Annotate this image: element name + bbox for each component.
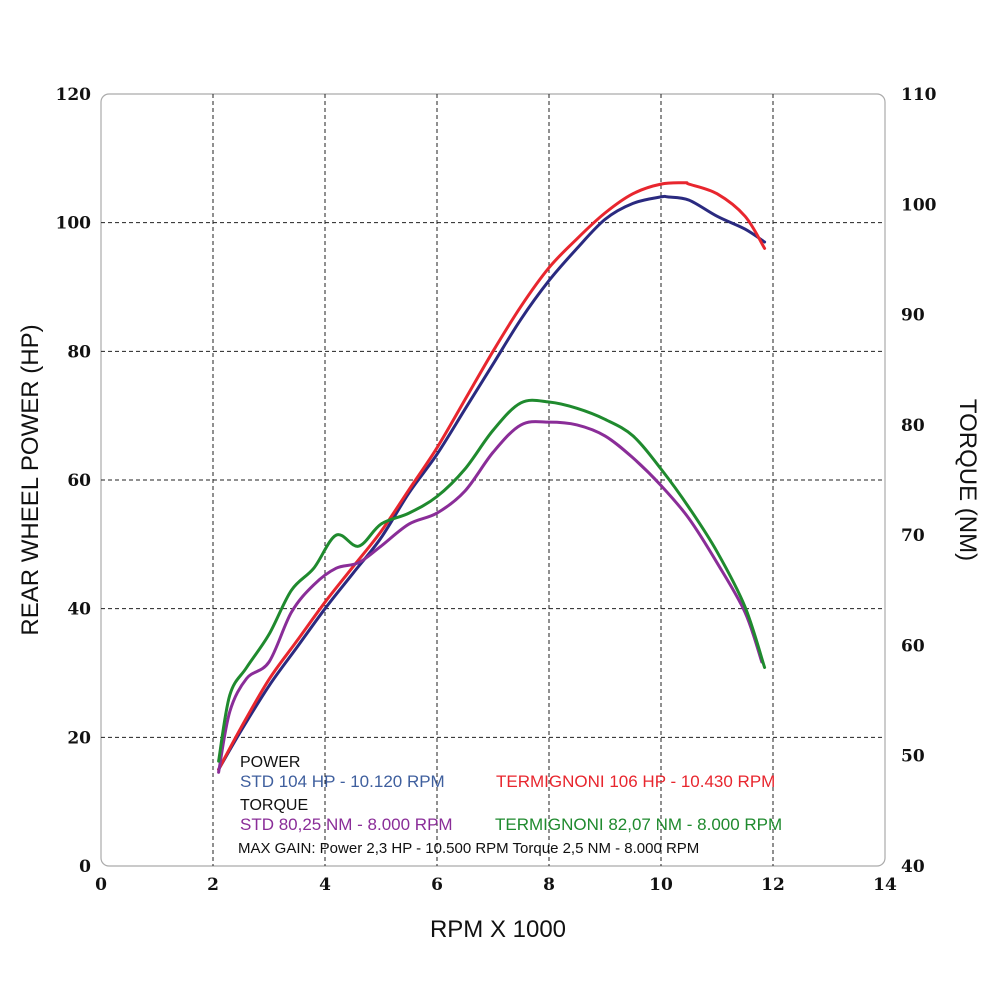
series-curves — [217, 181, 767, 774]
right-y-tick-label: 80 — [901, 416, 925, 436]
std-power-line — [217, 194, 767, 771]
left-axis-title: REAR WHEEL POWER (HP) — [17, 324, 44, 635]
left-y-tick-label: 120 — [56, 85, 92, 105]
left-y-tick-label: 60 — [67, 471, 91, 491]
legend: POWER STD 104 HP - 10.120 RPM TERMIGNONI… — [238, 754, 782, 857]
legend-max-gain: MAX GAIN: Power 2,3 HP - 10.500 RPM Torq… — [238, 840, 699, 857]
termignoni-power-line — [217, 181, 767, 771]
right-axis-title: TORQUE (NM) — [954, 399, 981, 561]
grid-lines — [101, 94, 885, 866]
left-y-tick-label: 0 — [79, 857, 91, 877]
x-tick-label: 10 — [649, 875, 673, 895]
right-y-tick-label: 100 — [901, 195, 937, 215]
legend-std-torque: STD 80,25 NM - 8.000 RPM — [240, 815, 453, 834]
legend-termignoni-torque: TERMIGNONI 82,07 NM - 8.000 RPM — [495, 815, 782, 834]
right-y-tick-label: 50 — [901, 747, 925, 767]
right-y-tick-label: 110 — [901, 85, 937, 105]
x-axis-title: RPM X 1000 — [430, 916, 566, 943]
x-tick-label: 12 — [761, 875, 785, 895]
legend-termignoni-power: TERMIGNONI 106 HP - 10.430 RPM — [496, 772, 775, 791]
x-tick-label: 6 — [431, 875, 443, 895]
legend-std-power: STD 104 HP - 10.120 RPM — [240, 772, 445, 791]
x-tick-label: 0 — [95, 875, 107, 895]
left-y-tick-label: 20 — [67, 728, 91, 748]
legend-power-heading: POWER — [240, 754, 300, 771]
left-y-tick-label: 80 — [67, 342, 91, 362]
left-y-tick-label: 100 — [56, 214, 92, 234]
x-tick-label: 2 — [207, 875, 219, 895]
std-torque-line — [217, 420, 764, 774]
left-y-tick-label: 40 — [67, 600, 91, 620]
right-y-tick-label: 40 — [901, 857, 925, 877]
x-tick-label: 4 — [319, 875, 331, 895]
legend-torque-heading: TORQUE — [240, 797, 308, 814]
x-tick-label: 8 — [543, 875, 555, 895]
termignoni-torque-line — [217, 398, 767, 763]
right-y-tick-label: 70 — [901, 526, 925, 546]
x-tick-label: 14 — [873, 875, 897, 895]
right-y-tick-label: 60 — [901, 636, 925, 656]
tick-labels: 0 2 4 6 8 10 12 14 0 20 40 60 80 100 120 40 50 60 70 80 90 10… — [56, 85, 937, 895]
right-y-tick-label: 90 — [901, 306, 925, 326]
